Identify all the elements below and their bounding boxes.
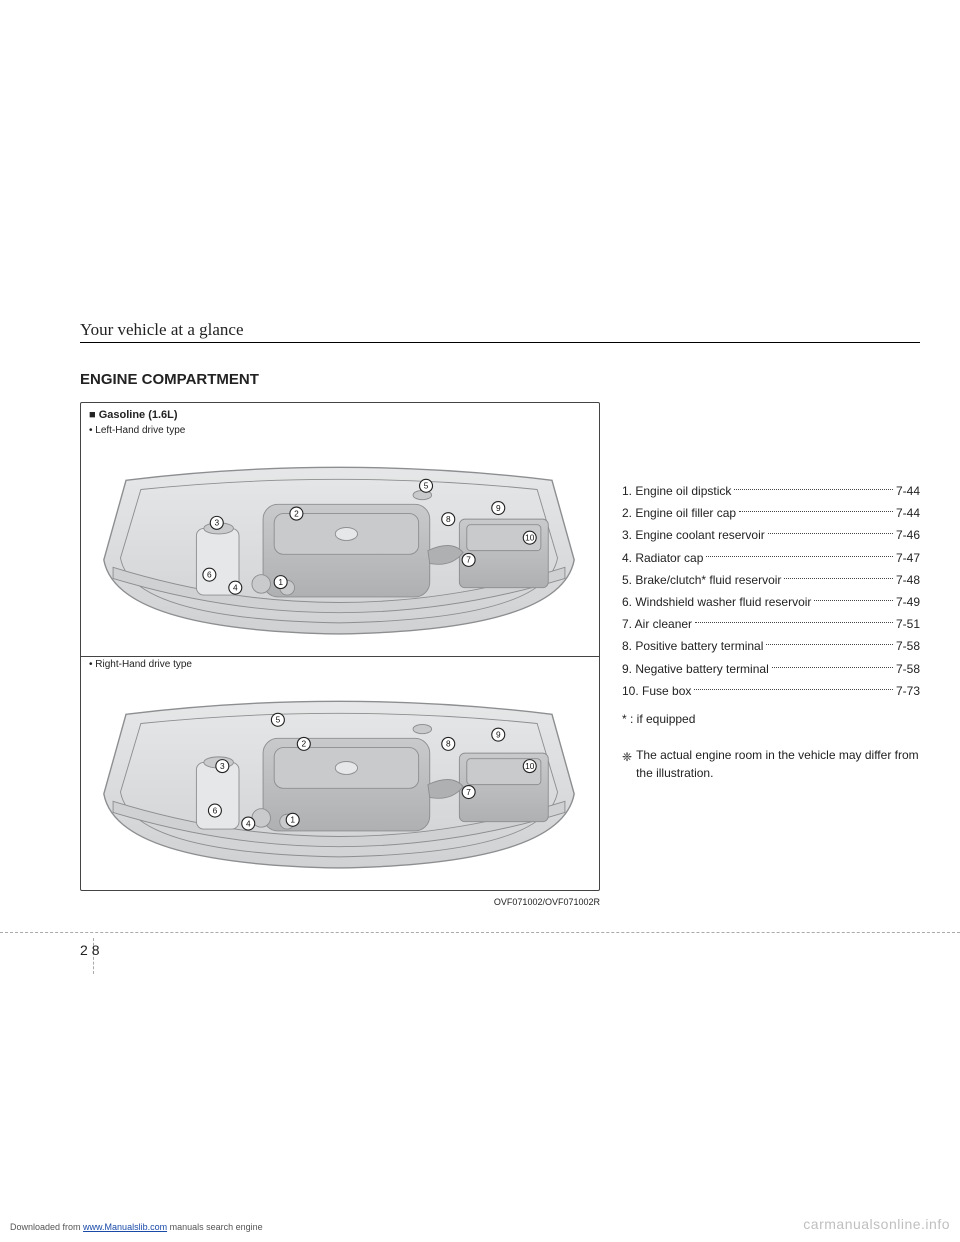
list-item-label: 6. Windshield washer fluid reservoir [622,591,811,613]
list-item-page: 7-58 [896,635,920,657]
list-item-label: 10. Fuse box [622,680,691,702]
list-item-label: 2. Engine oil filler cap [622,502,736,524]
list-item: 2. Engine oil filler cap 7-44 [622,502,920,524]
page-number: 28 [80,942,100,958]
list-item-label: 9. Negative battery terminal [622,658,769,680]
figure-subtitle-left: • Left-Hand drive type [81,423,599,440]
svg-text:5: 5 [276,715,281,725]
list-item-dots [766,635,893,645]
svg-text:10: 10 [525,532,535,542]
svg-text:8: 8 [446,739,451,749]
footnote: * : if equipped [622,708,920,730]
page-divider [0,932,960,933]
footer-left-post: manuals search engine [167,1222,263,1232]
list-item-dots [772,658,893,668]
list-item: 5. Brake/clutch* fluid reservoir 7-48 [622,569,920,591]
svg-text:2: 2 [301,739,306,749]
svg-text:6: 6 [213,805,218,815]
svg-text:9: 9 [496,729,501,739]
svg-text:6: 6 [207,569,212,579]
figure-code: OVF071002/OVF071002R [80,897,600,907]
list-item: 1. Engine oil dipstick 7-44 [622,480,920,502]
section-title: ENGINE COMPARTMENT [80,371,920,388]
list-item-dots [706,547,893,557]
svg-text:4: 4 [246,818,251,828]
svg-text:3: 3 [220,761,225,771]
list-item-page: 7-58 [896,658,920,680]
list-item-dots [734,480,893,490]
page-number-value: 8 [92,942,100,958]
note: ❈ The actual engine room in the vehicle … [622,746,920,782]
footer-left: Downloaded from www.Manualslib.com manua… [10,1222,263,1232]
engine-illustration-lhd: 5 9 2 8 10 3 7 6 1 4 [81,440,599,656]
list-item-label: 8. Positive battery terminal [622,635,763,657]
svg-text:7: 7 [466,787,471,797]
figure-subtitle-right: • Right-Hand drive type [81,657,599,674]
list-item: 6. Windshield washer fluid reservoir 7-49 [622,591,920,613]
svg-text:1: 1 [278,577,283,587]
note-text: The actual engine room in the vehicle ma… [636,746,920,782]
note-symbol: ❈ [622,746,632,782]
svg-text:9: 9 [496,503,501,513]
list-item-label: 7. Air cleaner [622,613,692,635]
list-item-page: 7-46 [896,524,920,546]
footer-link[interactable]: www.Manualslib.com [83,1222,167,1232]
list-item-label: 3. Engine coolant reservoir [622,524,765,546]
svg-text:8: 8 [446,514,451,524]
footer-left-pre: Downloaded from [10,1222,83,1232]
figure-box: ■ Gasoline (1.6L) • Left-Hand drive type [80,402,600,891]
list-item: 8. Positive battery terminal 7-58 [622,635,920,657]
list-item-dots [739,502,893,512]
figure-label: ■ Gasoline (1.6L) [81,403,599,423]
list-item: 9. Negative battery terminal 7-58 [622,658,920,680]
list-item-dots [695,613,893,623]
list-item-dots [768,524,893,534]
list-item-page: 7-47 [896,547,920,569]
info-column: 1. Engine oil dipstick7-442. Engine oil … [622,402,920,907]
list-item-dots [694,680,893,690]
page-header: Your vehicle at a glance [80,320,920,343]
list-item-page: 7-49 [896,591,920,613]
list-item-dots [784,569,893,579]
svg-text:7: 7 [466,555,471,565]
list-item: 4. Radiator cap 7-47 [622,547,920,569]
list-item-page: 7-44 [896,480,920,502]
list-item-page: 7-44 [896,502,920,524]
svg-text:4: 4 [233,582,238,592]
list-item: 3. Engine coolant reservoir 7-46 [622,524,920,546]
svg-text:1: 1 [290,815,295,825]
list-item-label: 4. Radiator cap [622,547,703,569]
list-item-label: 1. Engine oil dipstick [622,480,731,502]
list-item-page: 7-51 [896,613,920,635]
engine-illustration-rhd: 5 9 2 8 10 3 7 6 1 4 [81,674,599,890]
footer-right: carmanualsonline.info [803,1216,950,1232]
list-item-label: 5. Brake/clutch* fluid reservoir [622,569,781,591]
svg-text:3: 3 [214,518,219,528]
svg-text:5: 5 [424,481,429,491]
chapter-number: 2 [80,942,88,958]
list-item-page: 7-48 [896,569,920,591]
list-item: 10. Fuse box 7-73 [622,680,920,702]
list-item-page: 7-73 [896,680,920,702]
svg-text:10: 10 [525,761,535,771]
list-item: 7. Air cleaner 7-51 [622,613,920,635]
list-item-dots [814,591,893,601]
svg-text:2: 2 [294,508,299,518]
